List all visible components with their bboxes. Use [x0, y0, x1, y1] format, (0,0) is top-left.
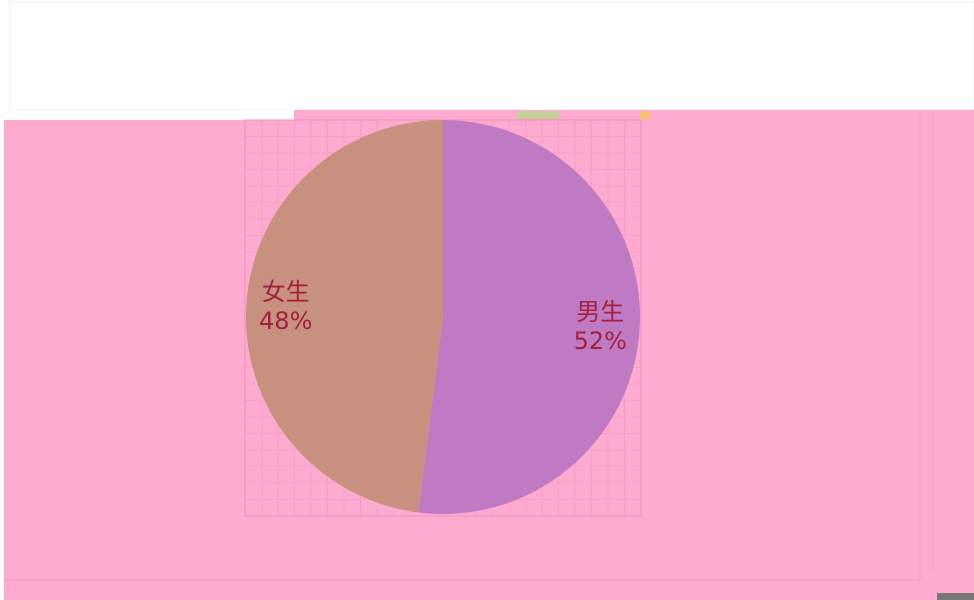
slice-value-label: 48%	[259, 307, 312, 335]
top-panel	[9, 1, 974, 111]
top-gap	[4, 110, 294, 120]
pie-slice	[418, 120, 641, 514]
toolbar-strip	[640, 111, 650, 119]
slice-value-label: 52%	[574, 327, 627, 355]
slice-label: 女生	[262, 278, 310, 306]
pie-slice	[246, 120, 443, 513]
scroll-thumb	[937, 593, 974, 600]
toolbar-strip	[517, 111, 559, 119]
slice-label: 男生	[576, 298, 624, 326]
